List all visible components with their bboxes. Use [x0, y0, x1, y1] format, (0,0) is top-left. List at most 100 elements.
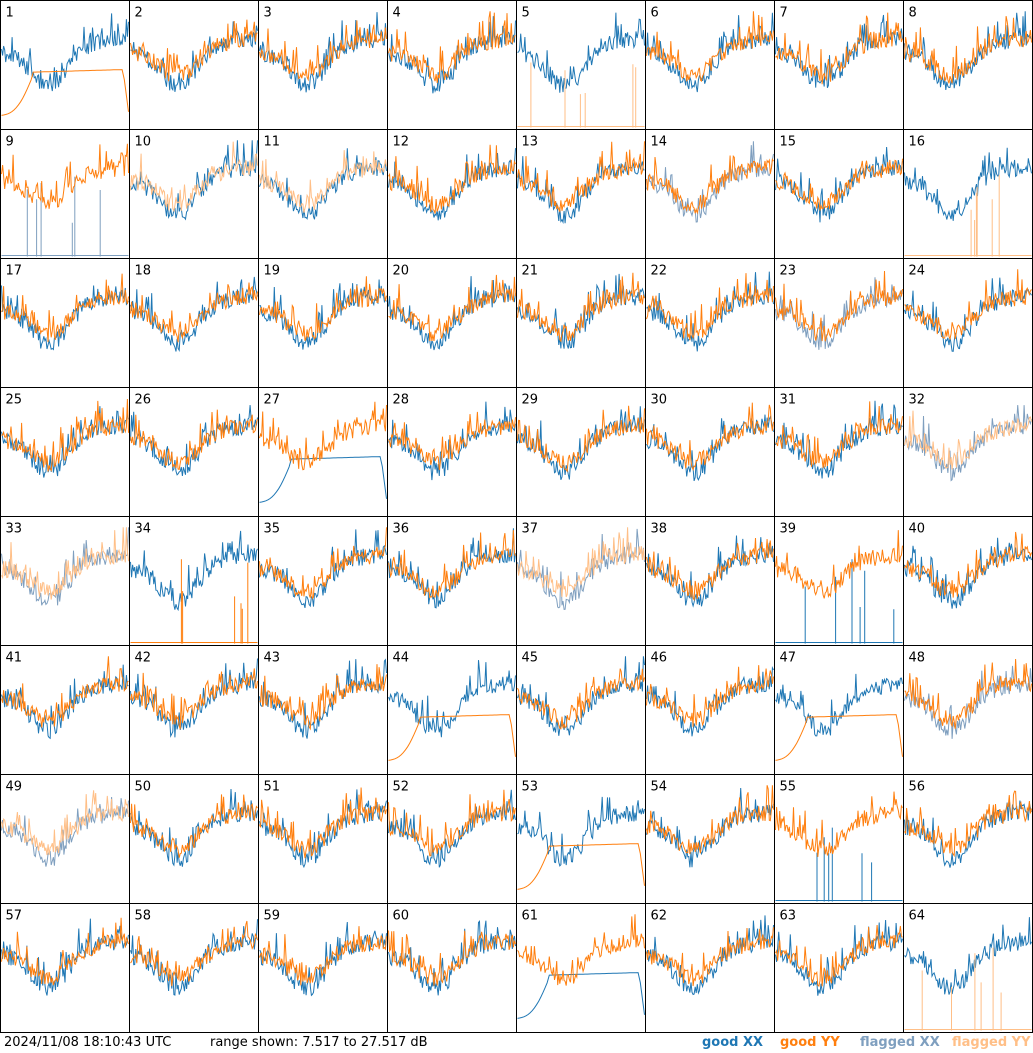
panel-51: 51 [258, 774, 388, 904]
yy-trace [775, 12, 903, 85]
xx-trace [775, 673, 903, 737]
yy-trace [646, 11, 774, 82]
panel-label: 36 [393, 522, 410, 537]
panel-6: 6 [645, 0, 775, 130]
xx-trace [904, 277, 1032, 352]
panel-label: 45 [522, 651, 539, 666]
yy-trace [646, 665, 774, 727]
yy-trace [259, 664, 387, 731]
panel-label: 34 [135, 522, 152, 537]
panel-label: 22 [651, 264, 668, 279]
panel-29: 29 [516, 387, 646, 517]
panel-58: 58 [129, 903, 259, 1033]
yy-trace [1, 917, 129, 986]
panel-label: 41 [6, 651, 23, 666]
panel-frame [903, 258, 1033, 388]
panel-25: 25 [0, 387, 130, 517]
panel-label: 44 [393, 651, 410, 666]
yy-trace [388, 274, 516, 342]
panel-5: 5 [516, 0, 646, 130]
panel-44: 44 [387, 645, 517, 775]
xx-trace [1, 664, 129, 740]
yy-trace [517, 914, 645, 986]
panel-label: 51 [264, 780, 281, 795]
yy-trace [775, 158, 903, 211]
xx-trace [517, 156, 645, 225]
panel-label: 35 [264, 522, 281, 537]
yy-trace [646, 402, 774, 472]
xx-trace [646, 787, 774, 868]
panel-frame [774, 645, 904, 775]
xx-trace [904, 665, 1032, 739]
panel-14: 14 [645, 129, 775, 259]
panel-label: 33 [6, 522, 23, 537]
panel-45: 45 [516, 645, 646, 775]
panel-33: 33 [0, 516, 130, 646]
panel-37: 37 [516, 516, 646, 646]
panel-31: 31 [774, 387, 904, 517]
legend-good-xx: good XX [702, 1035, 764, 1050]
panel-label: 7 [780, 6, 788, 21]
yy-trace [259, 20, 387, 82]
panel-label: 46 [651, 651, 668, 666]
panel-9: 9 [0, 129, 130, 259]
panel-label: 15 [780, 135, 797, 150]
panel-62: 62 [645, 903, 775, 1033]
panel-label: 24 [909, 264, 926, 279]
panel-label: 37 [522, 522, 539, 537]
panel-1: 1 [0, 0, 130, 130]
panel-36: 36 [387, 516, 517, 646]
yy-trace [904, 175, 1032, 257]
yy-trace [904, 410, 1032, 470]
yy-trace [646, 155, 774, 215]
panel-label: 60 [393, 909, 410, 924]
xx-trace [1, 13, 129, 92]
yy-trace [1, 527, 129, 600]
xx-trace [646, 535, 774, 608]
panel-46: 46 [645, 645, 775, 775]
panel-label: 1 [6, 6, 14, 21]
panel-60: 60 [387, 903, 517, 1033]
panel-label: 17 [6, 264, 23, 279]
panel-49: 49 [0, 774, 130, 904]
yy-trace [775, 791, 903, 857]
xx-trace [130, 919, 258, 996]
panel-frame [258, 387, 388, 517]
panel-label: 40 [909, 522, 926, 537]
panel-42: 42 [129, 645, 259, 775]
xx-trace [259, 279, 387, 350]
panel-35: 35 [258, 516, 388, 646]
panel-54: 54 [645, 774, 775, 904]
yy-trace [130, 409, 258, 471]
panel-label: 48 [909, 651, 926, 666]
yy-trace [388, 789, 516, 857]
yy-trace [646, 785, 774, 855]
yy-trace [517, 272, 645, 343]
panel-label: 18 [135, 264, 152, 279]
yy-trace [130, 920, 258, 987]
panel-label: 55 [780, 780, 797, 795]
yy-trace [904, 269, 1032, 341]
yy-trace [259, 150, 387, 213]
yy-trace [775, 530, 903, 599]
yy-trace [904, 947, 1032, 1031]
yy-trace [130, 668, 258, 730]
panel-label: 28 [393, 393, 410, 408]
xx-trace [388, 276, 516, 351]
panel-27: 27 [258, 387, 388, 517]
panel-52: 52 [387, 774, 517, 904]
panel-label: 47 [780, 651, 797, 666]
xx-trace [388, 16, 516, 94]
panel-label: 5 [522, 6, 530, 21]
xx-trace [775, 400, 903, 479]
panel-label: 43 [264, 651, 281, 666]
xx-trace [1, 918, 129, 996]
panel-label: 38 [651, 522, 668, 537]
yy-trace [517, 62, 645, 128]
panel-17: 17 [0, 258, 130, 388]
yy-trace [775, 714, 903, 761]
panel-label: 21 [522, 264, 539, 279]
panel-label: 63 [780, 909, 797, 924]
panel-frame [516, 387, 646, 517]
panel-frame [516, 903, 646, 1033]
